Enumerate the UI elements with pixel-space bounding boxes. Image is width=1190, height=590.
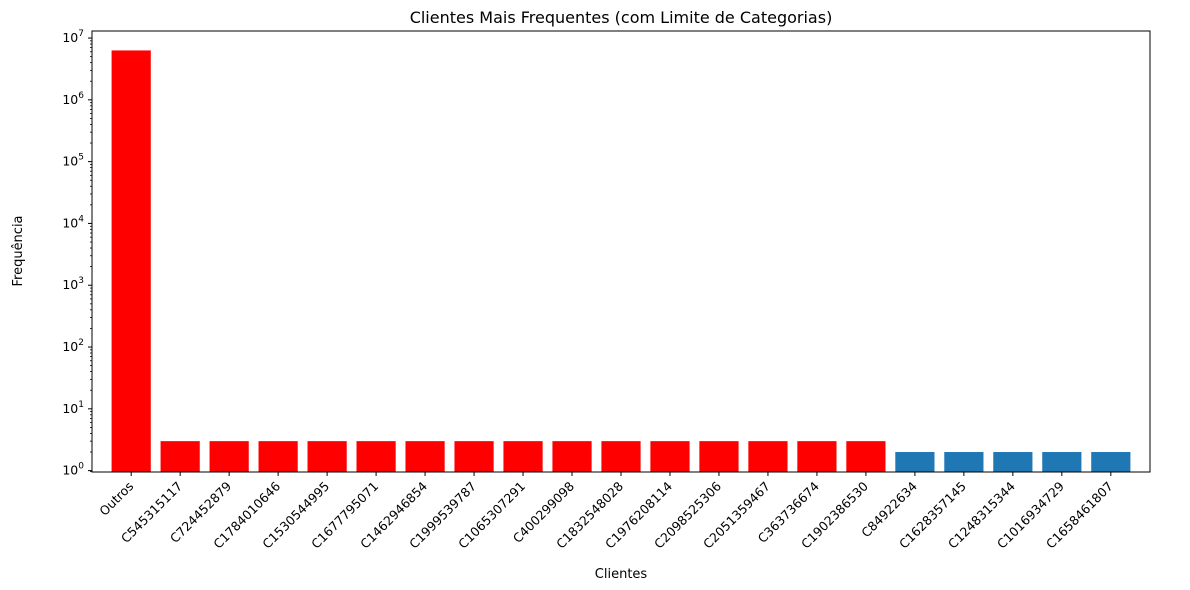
bar-C363736674 bbox=[797, 441, 837, 472]
bar-C1065307291 bbox=[503, 441, 543, 472]
bar-C1462946854 bbox=[405, 441, 445, 472]
x-ticks-group: OutrosC545315117C724452879C1784010646C15… bbox=[96, 472, 1116, 552]
bar-C545315117 bbox=[160, 441, 200, 472]
bar-C1677795071 bbox=[356, 441, 396, 472]
plot-frame bbox=[91, 30, 1151, 473]
bar-C400299098 bbox=[552, 441, 592, 472]
bar-C1658461807 bbox=[1091, 452, 1131, 472]
bar-C1832548028 bbox=[601, 441, 641, 472]
bar-C84922634 bbox=[895, 452, 935, 472]
bar-C1999539787 bbox=[454, 441, 494, 472]
bar-C1784010646 bbox=[258, 441, 298, 472]
bar-C1016934729 bbox=[1042, 452, 1082, 472]
bar-C1248315344 bbox=[993, 452, 1033, 472]
bar-C1530544995 bbox=[307, 441, 347, 472]
y-tick-label: 100 bbox=[62, 462, 84, 478]
x-tick-label: Outros bbox=[96, 479, 136, 519]
bar-C724452879 bbox=[209, 441, 249, 472]
bar-C2098525306 bbox=[699, 441, 739, 472]
y-tick-label: 104 bbox=[62, 214, 84, 230]
y-tick-label: 106 bbox=[62, 91, 84, 107]
chart-title: Clientes Mais Frequentes (com Limite de … bbox=[410, 8, 833, 27]
y-tick-label: 102 bbox=[62, 338, 84, 354]
bars-group bbox=[111, 50, 1131, 472]
y-tick-label: 107 bbox=[62, 29, 84, 45]
y-tick-label: 101 bbox=[62, 400, 84, 416]
x-axis-label: Clientes bbox=[595, 567, 648, 582]
y-tick-label: 103 bbox=[62, 276, 84, 292]
bar-C2051359467 bbox=[748, 441, 788, 472]
bar-C1628357145 bbox=[944, 452, 984, 472]
bar-C1976208114 bbox=[650, 441, 690, 472]
y-axis-label: Frequência bbox=[11, 215, 26, 286]
bar-C1902386530 bbox=[846, 441, 886, 472]
y-ticks-group: 100 101 102 103 104 105 106 107 bbox=[62, 29, 92, 478]
bar-Outros bbox=[111, 50, 151, 472]
y-tick-label: 105 bbox=[62, 153, 84, 169]
